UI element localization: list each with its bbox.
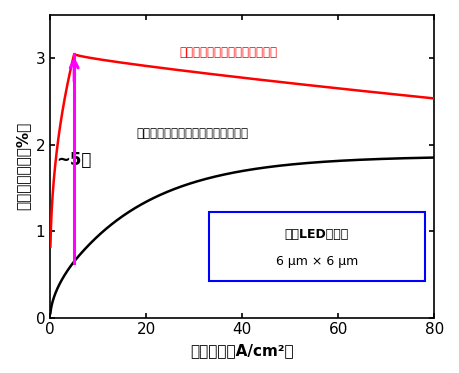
Text: 电感耦合等离子体蚀刻（以往技术）: 电感耦合等离子体蚀刻（以往技术） bbox=[137, 127, 249, 140]
FancyBboxPatch shape bbox=[209, 212, 425, 281]
Y-axis label: 外部量子效率（%）: 外部量子效率（%） bbox=[15, 122, 30, 210]
Text: ~5倍: ~5倍 bbox=[56, 151, 91, 169]
Text: 6 μm × 6 μm: 6 μm × 6 μm bbox=[275, 256, 358, 269]
Text: 微型LED的尺寸: 微型LED的尺寸 bbox=[285, 228, 349, 241]
X-axis label: 电流密度（A/cm²）: 电流密度（A/cm²） bbox=[190, 343, 294, 358]
Text: 中性粒子束蚀刻（此次的技术）: 中性粒子束蚀刻（此次的技术） bbox=[180, 46, 278, 59]
